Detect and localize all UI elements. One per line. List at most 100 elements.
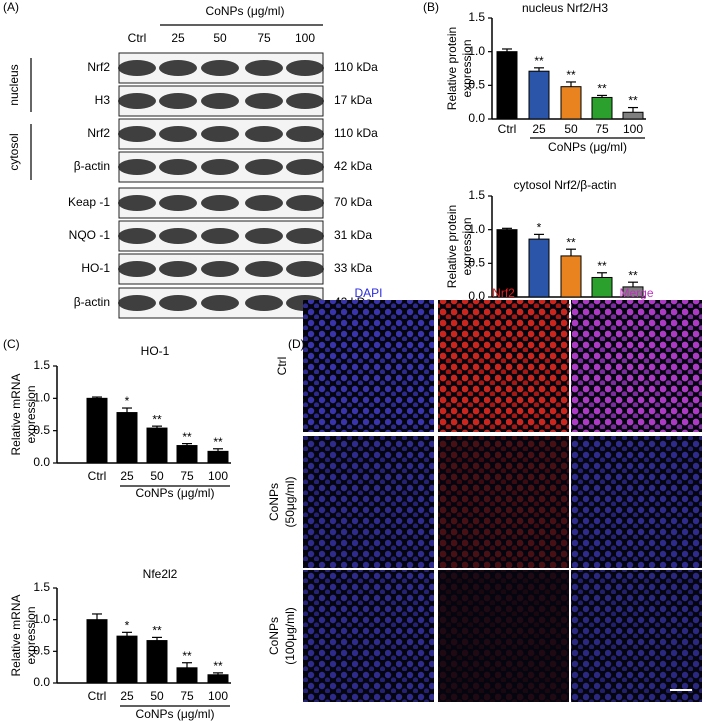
blot-band bbox=[118, 126, 156, 142]
y-axis-label-line: expression bbox=[460, 217, 474, 275]
blot-band bbox=[201, 195, 239, 211]
size-label: 42 kDa bbox=[334, 159, 372, 173]
blot-band bbox=[118, 159, 156, 175]
bar bbox=[560, 86, 582, 120]
column-label: Merge bbox=[619, 286, 653, 300]
blot-band bbox=[159, 295, 197, 311]
y-axis-label: Relative mRNAexpression bbox=[9, 594, 38, 676]
chart-title: HO-1 bbox=[141, 344, 170, 358]
chart-title: Nfe2l2 bbox=[143, 567, 178, 581]
x-tick-label: 50 bbox=[564, 122, 578, 136]
y-axis-label: Relative proteinexpression bbox=[445, 205, 474, 288]
significance-label: * bbox=[125, 394, 130, 408]
bar bbox=[496, 51, 518, 120]
y-tick-label: 0.0 bbox=[468, 289, 485, 303]
blot-band bbox=[159, 126, 197, 142]
bar bbox=[591, 96, 613, 120]
chart-title: nucleus Nrf2/H3 bbox=[522, 1, 608, 15]
size-label: 33 kDa bbox=[334, 261, 372, 275]
bar bbox=[207, 674, 229, 684]
micrograph-cells bbox=[438, 436, 569, 568]
x-tick-label: 75 bbox=[180, 689, 194, 703]
y-tick-label: 0.0 bbox=[468, 111, 485, 125]
y-axis-label-line: Relative mRNA bbox=[9, 373, 23, 455]
bar bbox=[146, 640, 168, 684]
blot-band bbox=[159, 261, 197, 277]
x-tick-label: 25 bbox=[532, 122, 546, 136]
y-tick-label: 1.5 bbox=[33, 580, 50, 594]
row-label-line: (50μg/ml) bbox=[283, 477, 297, 528]
bar bbox=[116, 412, 138, 464]
blot-band bbox=[159, 159, 197, 175]
y-tick-label: 0.0 bbox=[33, 455, 50, 469]
significance-label: ** bbox=[597, 259, 607, 273]
blot-band bbox=[286, 159, 324, 175]
row-label: CoNPs (100μg/ml) bbox=[267, 607, 297, 665]
micrograph-cells bbox=[571, 436, 702, 568]
blot-band bbox=[159, 195, 197, 211]
y-tick-label: 1.5 bbox=[468, 10, 485, 24]
significance-label: ** bbox=[182, 430, 192, 444]
blot-band bbox=[245, 228, 283, 244]
bar bbox=[207, 450, 229, 464]
protein-label: NQO -1 bbox=[69, 228, 111, 242]
significance-label: ** bbox=[597, 82, 607, 96]
bar bbox=[116, 635, 138, 684]
blot-band bbox=[118, 93, 156, 109]
blot-band bbox=[286, 261, 324, 277]
x-axis-label: CoNPs (μg/ml) bbox=[548, 140, 627, 154]
blot-band bbox=[118, 228, 156, 244]
protein-label: Nrf2 bbox=[87, 60, 110, 74]
x-tick-label: 100 bbox=[208, 689, 228, 703]
panel-label: (B) bbox=[423, 0, 439, 14]
x-axis-label: CoNPs (μg/ml) bbox=[136, 707, 215, 721]
significance-label: ** bbox=[628, 268, 638, 282]
protein-label: H3 bbox=[95, 93, 111, 107]
panel-label: (D) bbox=[288, 337, 305, 351]
micrograph-cells bbox=[303, 570, 434, 702]
y-tick-label: 1.0 bbox=[468, 44, 485, 58]
blot-band bbox=[245, 159, 283, 175]
bar bbox=[560, 255, 582, 298]
x-tick-label: 25 bbox=[120, 689, 134, 703]
row-label: CoNPs (50μg/ml) bbox=[267, 477, 297, 528]
significance-label: ** bbox=[534, 54, 544, 68]
protein-label: Nrf2 bbox=[87, 126, 110, 140]
significance-label: ** bbox=[182, 649, 192, 663]
blot-band bbox=[201, 126, 239, 142]
y-axis-label-line: expression bbox=[24, 606, 38, 664]
blot-band bbox=[245, 295, 283, 311]
bar bbox=[528, 70, 550, 120]
column-label: DAPI bbox=[354, 286, 382, 300]
group-label: nucleus bbox=[7, 64, 21, 105]
row-label: Ctrl bbox=[275, 357, 289, 376]
blot-band bbox=[286, 60, 324, 76]
micrograph-cells bbox=[571, 300, 702, 432]
blot-band bbox=[245, 60, 283, 76]
micrograph-cells bbox=[303, 436, 434, 568]
y-axis-label-line: expression bbox=[24, 385, 38, 443]
blot-band bbox=[201, 261, 239, 277]
blot-band bbox=[245, 261, 283, 277]
bar bbox=[622, 286, 644, 298]
row-label-line: CoNPs bbox=[267, 483, 281, 521]
chart-title: cytosol Nrf2/β-actin bbox=[514, 178, 617, 192]
bar bbox=[622, 111, 644, 120]
panel-label: (A) bbox=[3, 0, 19, 14]
lane-label: 100 bbox=[295, 31, 315, 45]
significance-label: ** bbox=[566, 235, 576, 249]
bar bbox=[496, 229, 518, 298]
bar bbox=[591, 276, 613, 298]
blot-band bbox=[118, 261, 156, 277]
lane-label: Ctrl bbox=[128, 31, 147, 45]
blot-band bbox=[201, 295, 239, 311]
y-tick-label: 1.5 bbox=[33, 358, 50, 372]
protein-label: β-actin bbox=[74, 159, 110, 173]
y-axis-label: Relative mRNAexpression bbox=[9, 373, 38, 455]
micrograph-cells bbox=[571, 570, 702, 702]
micrograph-cells bbox=[438, 300, 569, 432]
y-tick-label: 0.5 bbox=[468, 256, 485, 270]
blot-band bbox=[245, 195, 283, 211]
protein-label: HO-1 bbox=[81, 261, 110, 275]
